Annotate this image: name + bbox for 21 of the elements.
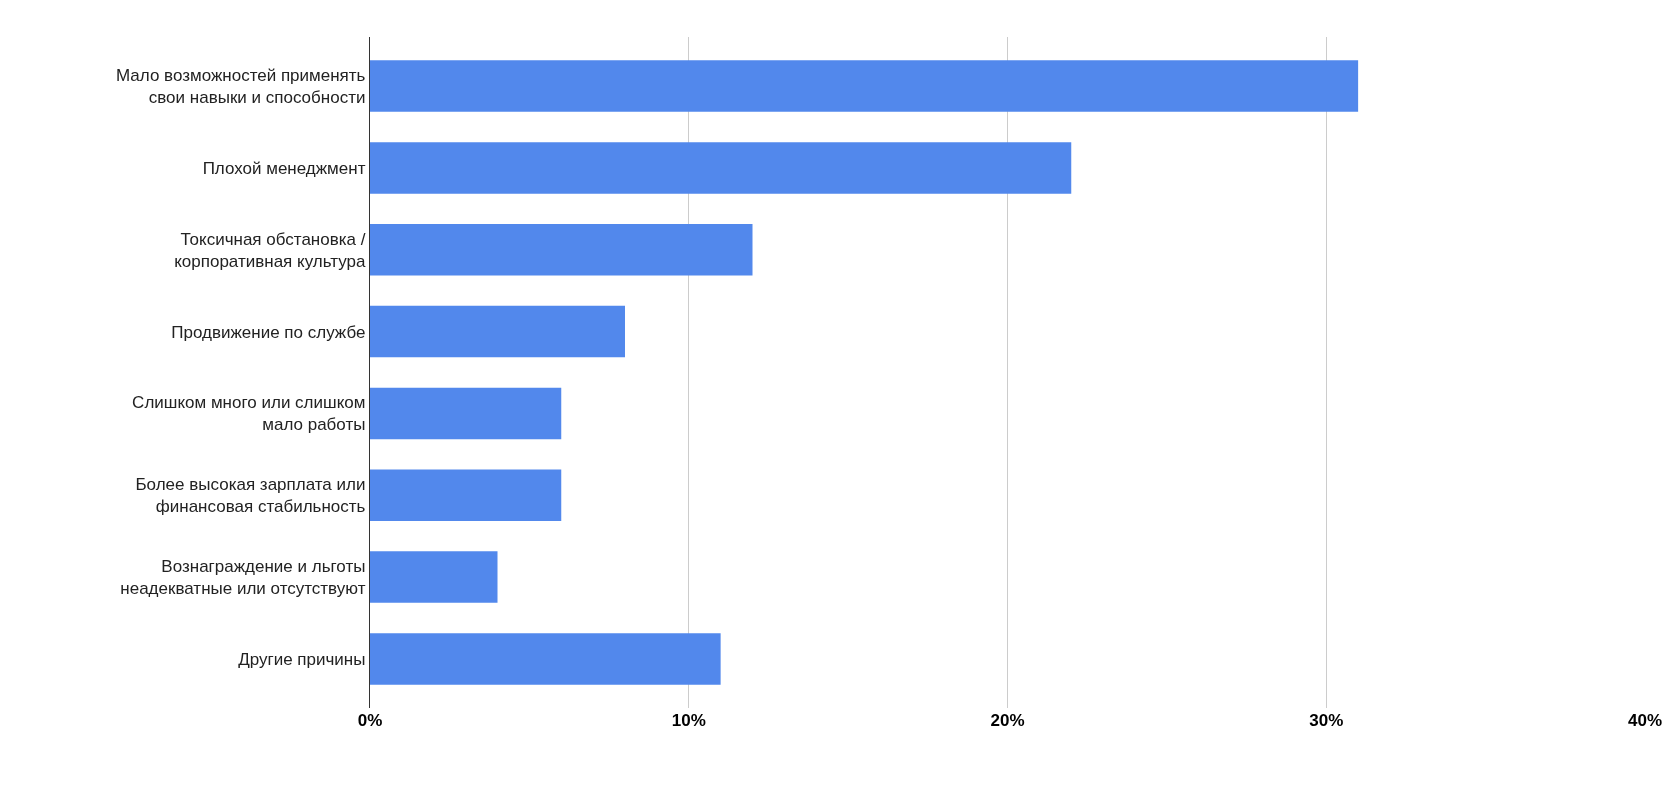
y-tick-label: Мало возможностей применять свои навыки и способности bbox=[115, 66, 366, 108]
bar bbox=[370, 60, 1359, 112]
y-tick-label: Вознаграждение и льготы неадекватные или отсутствуют bbox=[120, 556, 366, 599]
x-tick-label: 40% bbox=[1627, 711, 1663, 730]
x-tick-label: 20% bbox=[990, 711, 1025, 730]
bar bbox=[370, 469, 562, 522]
bar bbox=[370, 142, 1072, 194]
y-tick-label: Другие причины bbox=[238, 649, 366, 669]
bar bbox=[370, 633, 721, 685]
y-tick-label: Продвижение по службе bbox=[171, 322, 366, 342]
bar bbox=[370, 551, 498, 603]
bar bbox=[370, 305, 625, 358]
bar bbox=[370, 387, 562, 440]
x-tick-label: 0% bbox=[357, 711, 383, 730]
bar bbox=[370, 223, 753, 276]
y-tick-label: Плохой менеджмент bbox=[202, 158, 366, 178]
y-tick-label: Слишком много или слишком мало работы bbox=[132, 393, 366, 435]
y-tick-label: Более высокая зарплата или финансовая стабильность bbox=[135, 475, 366, 517]
x-tick-label: 10% bbox=[671, 711, 706, 730]
y-tick-label: Токсичная обстановка / корпоративная культура bbox=[174, 229, 366, 271]
x-tick-label: 30% bbox=[1309, 711, 1344, 730]
